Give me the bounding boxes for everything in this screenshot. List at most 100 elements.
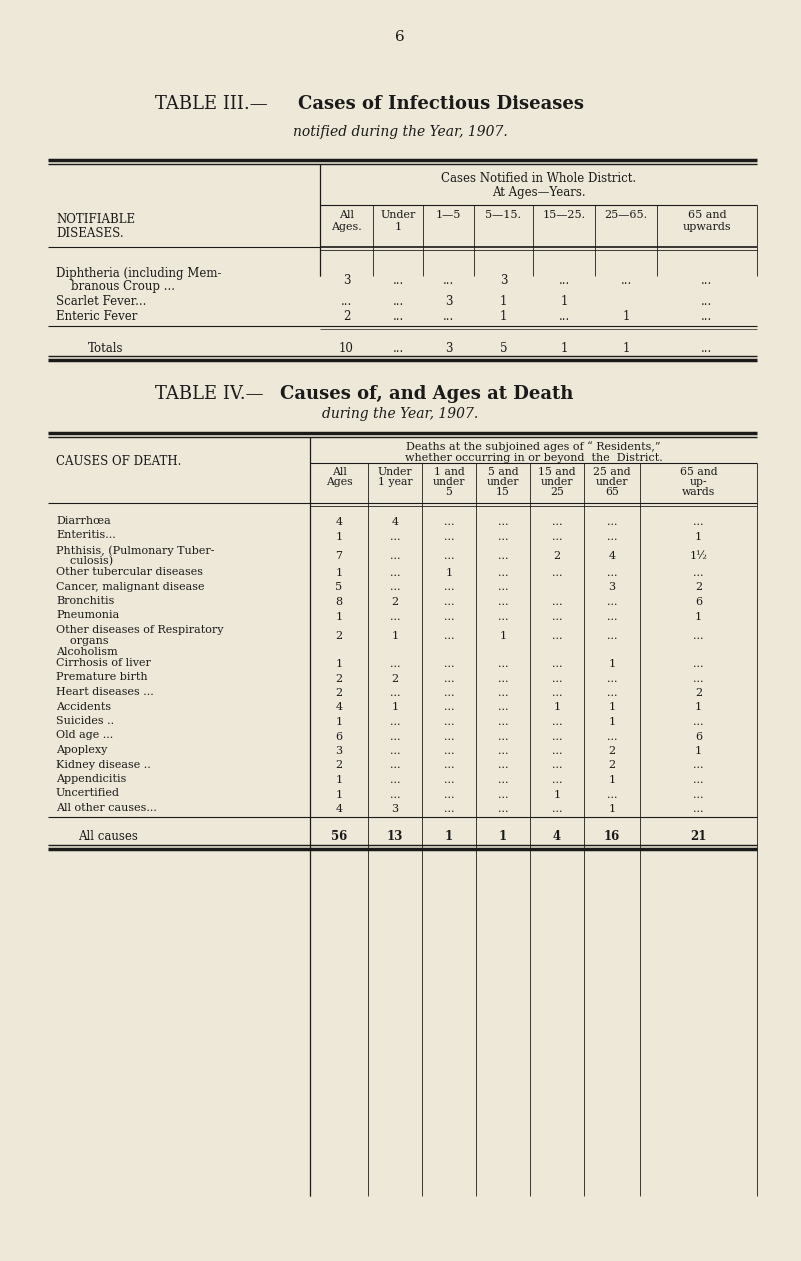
Text: Diarrhœa: Diarrhœa: [56, 516, 111, 526]
Text: 1: 1: [561, 342, 568, 356]
Text: 1: 1: [622, 310, 630, 323]
Text: ...: ...: [392, 295, 404, 308]
Text: 1: 1: [609, 702, 615, 712]
Text: Heart diseases ...: Heart diseases ...: [56, 687, 154, 697]
Text: upwards: upwards: [682, 222, 731, 232]
Text: ...: ...: [444, 776, 454, 786]
Text: ...: ...: [497, 673, 509, 683]
Text: ...: ...: [497, 689, 509, 699]
Text: ...: ...: [390, 689, 400, 699]
Text: ...: ...: [558, 274, 570, 288]
Text: Pneumonia: Pneumonia: [56, 610, 119, 620]
Text: Cases Notified in Whole District.: Cases Notified in Whole District.: [441, 171, 636, 185]
Text: 1 and: 1 and: [433, 467, 465, 477]
Text: Ages.: Ages.: [331, 222, 362, 232]
Text: ...: ...: [444, 517, 454, 527]
Text: ...: ...: [390, 718, 400, 728]
Text: 16: 16: [604, 831, 620, 844]
Text: 8: 8: [336, 596, 343, 607]
Text: 6: 6: [336, 731, 343, 741]
Text: ...: ...: [693, 805, 704, 815]
Text: ...: ...: [552, 517, 562, 527]
Text: ...: ...: [392, 274, 404, 288]
Text: All causes: All causes: [78, 830, 138, 842]
Text: 5 and: 5 and: [488, 467, 518, 477]
Text: Apoplexy: Apoplexy: [56, 745, 107, 755]
Text: Cirrhosis of liver: Cirrhosis of liver: [56, 658, 151, 668]
Text: 1: 1: [609, 660, 615, 670]
Text: 1: 1: [500, 310, 507, 323]
Text: 6: 6: [395, 30, 405, 44]
Text: 1: 1: [553, 702, 561, 712]
Text: ...: ...: [606, 517, 618, 527]
Text: 65: 65: [605, 487, 619, 497]
Text: ...: ...: [497, 718, 509, 728]
Text: ...: ...: [606, 567, 618, 578]
Text: 1: 1: [695, 702, 702, 712]
Text: ...: ...: [693, 776, 704, 786]
Text: 1: 1: [445, 567, 453, 578]
Text: 4: 4: [609, 551, 615, 561]
Text: Under: Under: [380, 211, 416, 219]
Text: 4: 4: [336, 702, 343, 712]
Text: ...: ...: [444, 612, 454, 622]
Text: Ages: Ages: [326, 477, 352, 487]
Text: Cases of Infectious Diseases: Cases of Infectious Diseases: [298, 95, 584, 113]
Text: All: All: [332, 467, 347, 477]
Text: ...: ...: [444, 673, 454, 683]
Text: 5: 5: [500, 342, 507, 356]
Text: 1: 1: [609, 805, 615, 815]
Text: ...: ...: [552, 731, 562, 741]
Text: Other tubercular diseases: Other tubercular diseases: [56, 567, 203, 578]
Text: 1: 1: [609, 718, 615, 728]
Text: ...: ...: [390, 660, 400, 670]
Text: ...: ...: [497, 583, 509, 593]
Text: 1: 1: [445, 831, 453, 844]
Text: ...: ...: [702, 310, 713, 323]
Text: Kidney disease ..: Kidney disease ..: [56, 759, 151, 769]
Text: ...: ...: [693, 517, 704, 527]
Text: culosis): culosis): [56, 556, 113, 566]
Text: 4: 4: [336, 517, 343, 527]
Text: ...: ...: [606, 689, 618, 699]
Text: Enteric Fever: Enteric Fever: [56, 310, 138, 323]
Text: ...: ...: [606, 673, 618, 683]
Text: 1—5: 1—5: [436, 211, 461, 219]
Text: 65 and: 65 and: [688, 211, 727, 219]
Text: 2: 2: [695, 583, 702, 593]
Text: 1: 1: [695, 531, 702, 541]
Text: ...: ...: [443, 310, 454, 323]
Text: ...: ...: [390, 567, 400, 578]
Text: ...: ...: [390, 551, 400, 561]
Text: during the Year, 1907.: during the Year, 1907.: [322, 407, 478, 421]
Text: 2: 2: [609, 760, 615, 770]
Text: 25 and: 25 and: [594, 467, 631, 477]
Text: ...: ...: [444, 583, 454, 593]
Text: under: under: [487, 477, 519, 487]
Text: ...: ...: [693, 760, 704, 770]
Text: NOTIFIABLE: NOTIFIABLE: [56, 213, 135, 226]
Text: under: under: [596, 477, 628, 487]
Text: ...: ...: [444, 551, 454, 561]
Text: 1: 1: [609, 776, 615, 786]
Text: All: All: [339, 211, 354, 219]
Text: 3: 3: [500, 274, 507, 288]
Text: 65 and: 65 and: [680, 467, 718, 477]
Text: ...: ...: [552, 718, 562, 728]
Text: DISEASES.: DISEASES.: [56, 227, 123, 240]
Text: 2: 2: [609, 747, 615, 757]
Text: ...: ...: [558, 310, 570, 323]
Text: ...: ...: [693, 789, 704, 799]
Text: ...: ...: [552, 630, 562, 641]
Text: 1: 1: [392, 702, 399, 712]
Text: ...: ...: [621, 274, 632, 288]
Text: 13: 13: [387, 831, 403, 844]
Text: 1: 1: [336, 660, 343, 670]
Text: ...: ...: [552, 596, 562, 607]
Text: ...: ...: [606, 612, 618, 622]
Text: ...: ...: [552, 776, 562, 786]
Text: whether occurring in or beyond  the  District.: whether occurring in or beyond the Distr…: [405, 453, 662, 463]
Text: 1: 1: [622, 342, 630, 356]
Text: All other causes...: All other causes...: [56, 803, 157, 813]
Text: ...: ...: [444, 805, 454, 815]
